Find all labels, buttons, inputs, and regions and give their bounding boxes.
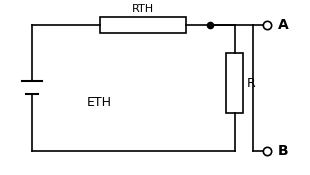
Bar	[226, 53, 243, 114]
Text: R: R	[247, 77, 256, 90]
Bar	[100, 17, 186, 33]
Text: ETH: ETH	[87, 96, 112, 108]
Text: RTH: RTH	[132, 4, 154, 14]
Text: B: B	[278, 144, 289, 158]
Text: A: A	[278, 18, 289, 32]
